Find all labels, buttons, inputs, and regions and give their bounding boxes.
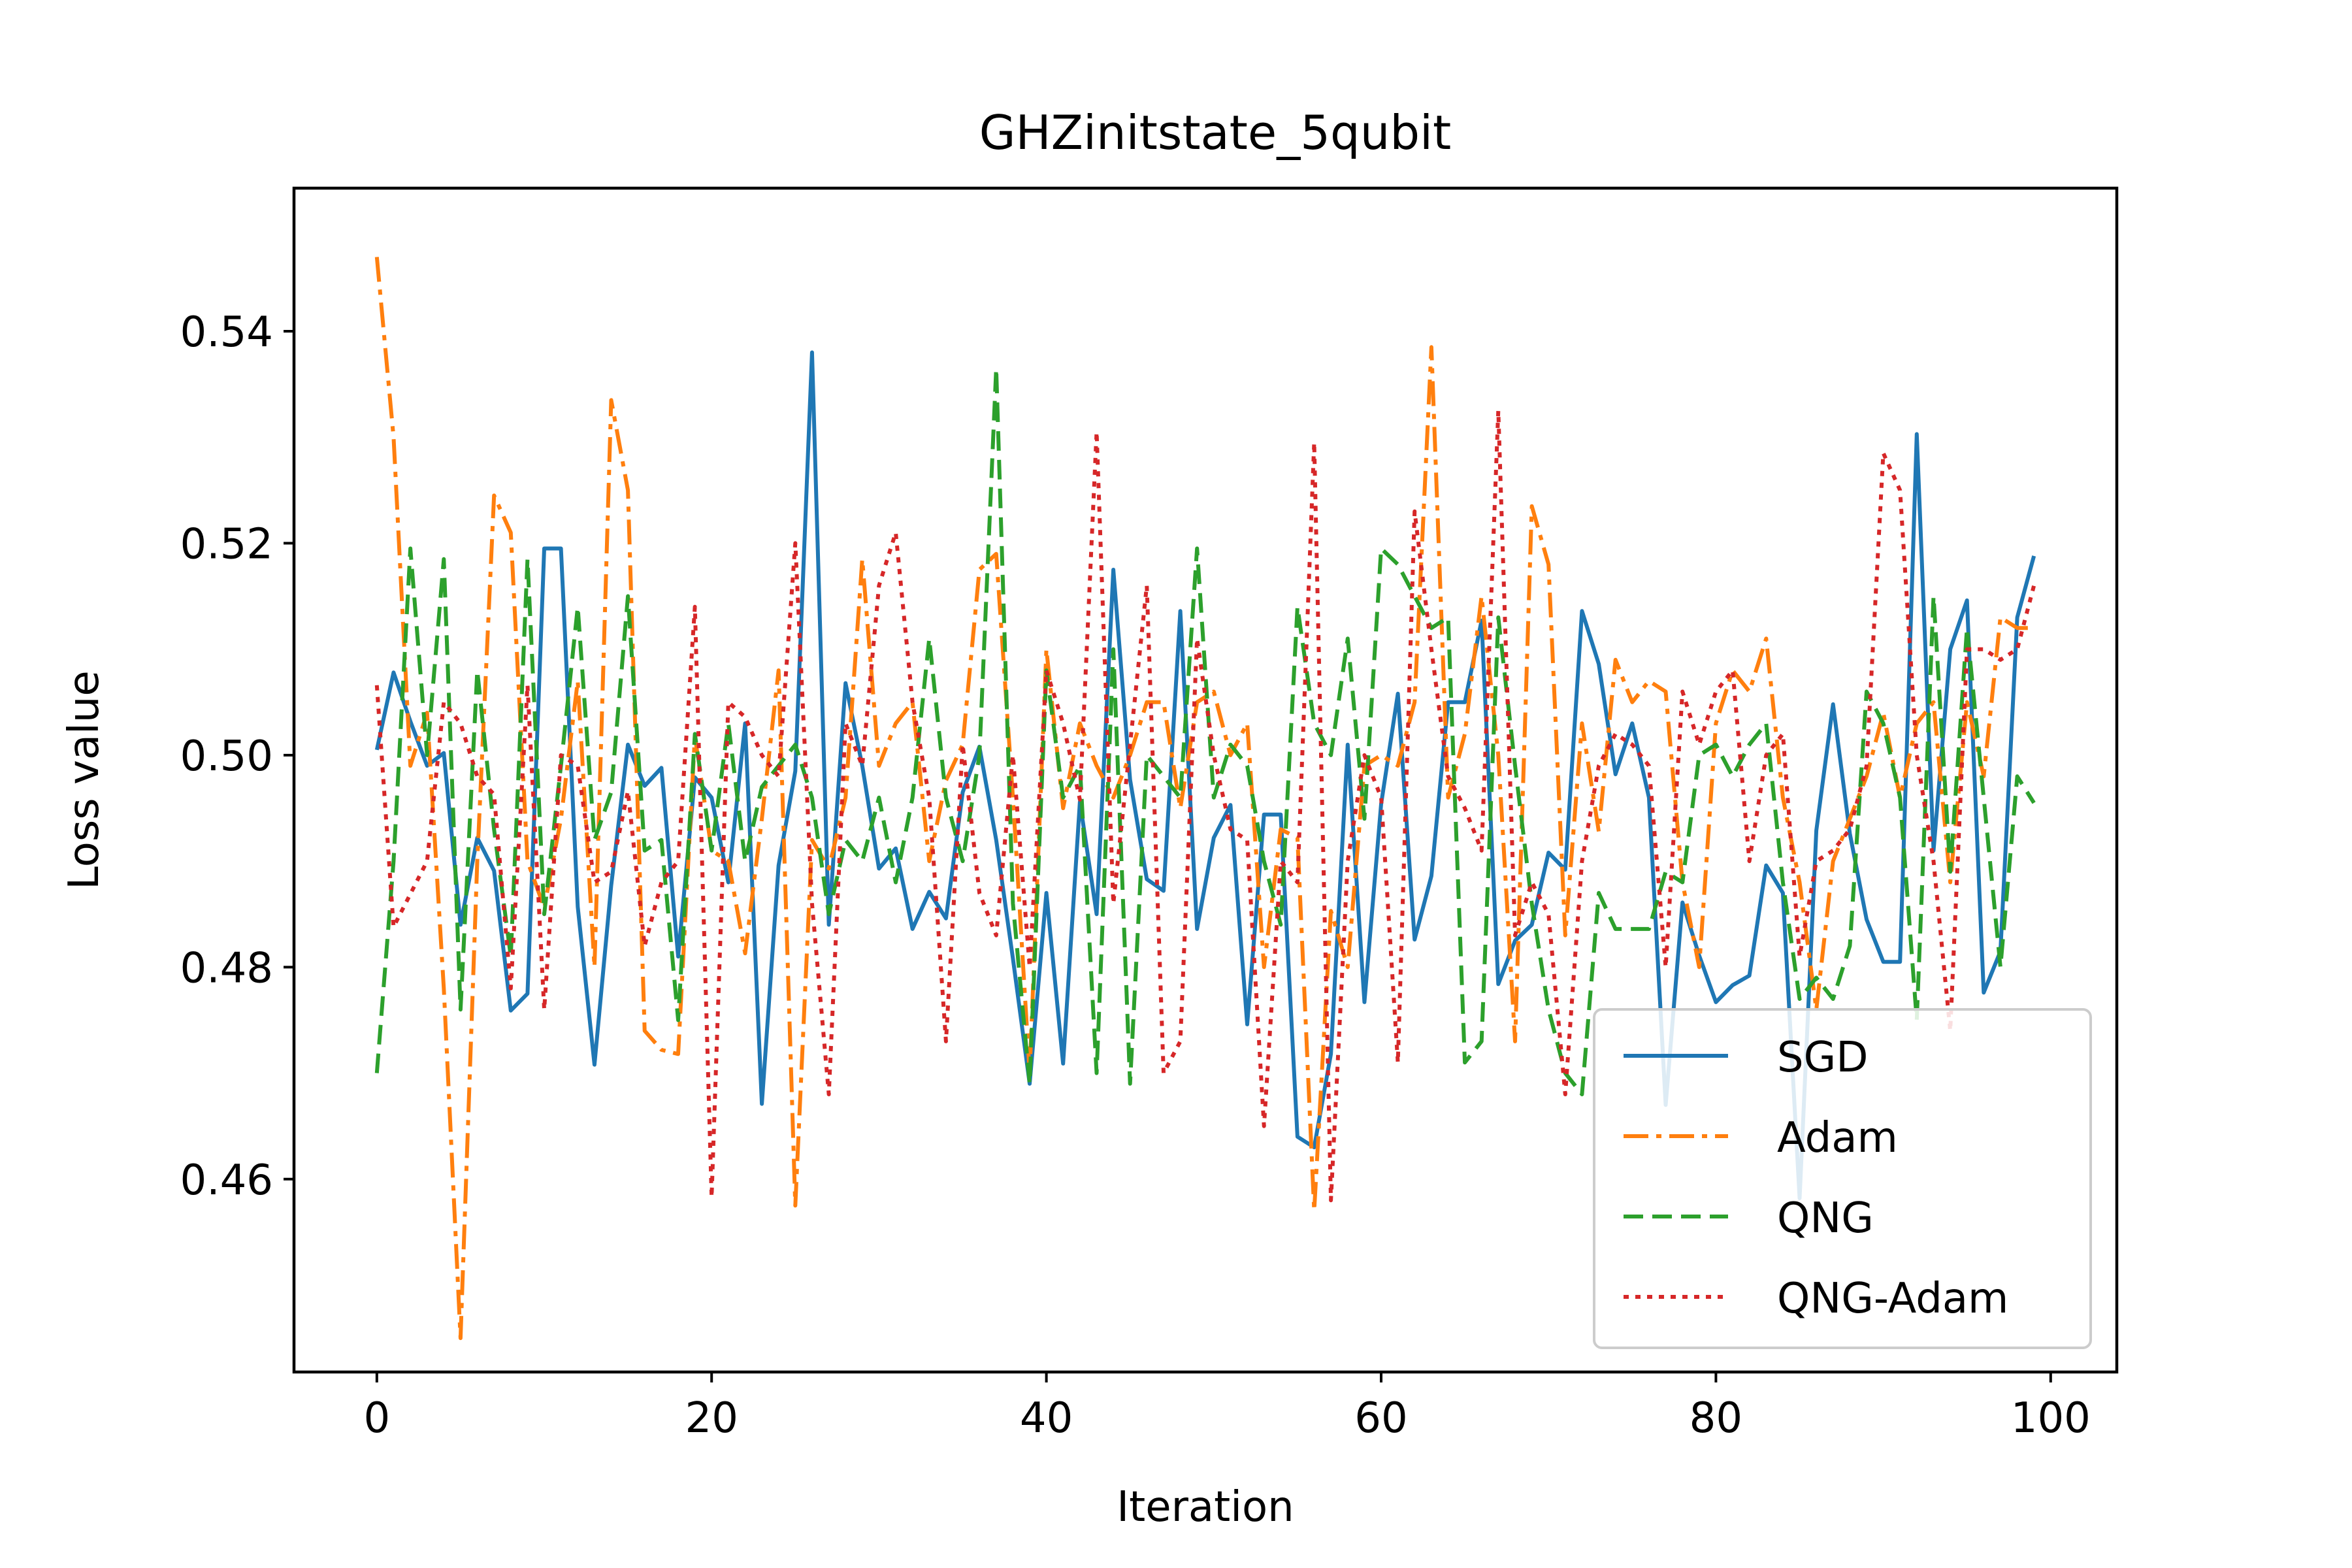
y-axis-label: Loss value (60, 670, 108, 890)
y-axis: 0.46 0.48 0.50 0.52 0.54 (180, 308, 294, 1205)
x-tick-label: 40 (1020, 1394, 1073, 1443)
x-tick-label: 100 (2011, 1394, 2091, 1443)
x-tick-label: 80 (1690, 1394, 1742, 1443)
series-line-sgd (374, 350, 2036, 1200)
legend-label: Adam (1777, 1114, 1898, 1162)
series-line-qng (374, 366, 2036, 1096)
legend: SGD Adam QNG QNG-Adam (1593, 1008, 2092, 1349)
x-tick-label: 20 (685, 1394, 738, 1443)
legend-label: QNG (1777, 1194, 1874, 1243)
y-tick-label: 0.50 (180, 732, 274, 781)
x-axis-label: Iteration (1117, 1483, 1294, 1531)
y-tick-label: 0.54 (180, 308, 274, 357)
x-tick-label: 60 (1354, 1394, 1407, 1443)
plot-frame (292, 186, 2119, 1374)
y-tick-label: 0.52 (180, 520, 274, 568)
x-tick-label: 0 (363, 1394, 390, 1443)
legend-entries: SGD Adam QNG QNG-Adam (1624, 1034, 2008, 1323)
legend-label: SGD (1777, 1034, 1869, 1082)
y-tick-label: 0.46 (180, 1156, 274, 1205)
x-axis: 0 20 40 60 80 100 (363, 1372, 2091, 1443)
legend-label: QNG-Adam (1777, 1275, 2008, 1323)
chart-title: GHZinitstate_5qubit (979, 105, 1452, 160)
y-tick-label: 0.48 (180, 944, 274, 992)
legend-box (1593, 1008, 2092, 1349)
series-layer (374, 257, 2036, 1341)
